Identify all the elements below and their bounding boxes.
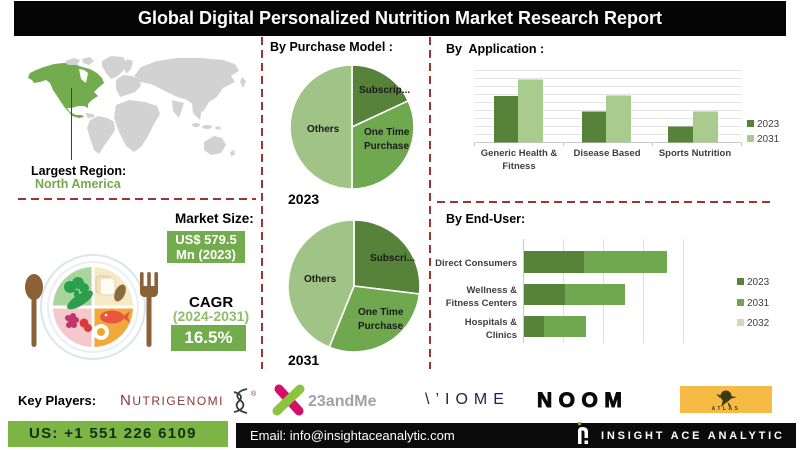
svg-text:Hospitals &: Hospitals & [465,317,517,328]
svg-text:One Time: One Time [358,307,404,318]
svg-text:2023: 2023 [747,277,770,288]
svg-text:Direct Consumers: Direct Consumers [435,258,517,269]
svg-text:Sports Nutrition: Sports Nutrition [659,148,731,159]
svg-text:Fitness Centers: Fitness Centers [446,298,517,309]
svg-text:Subscrip...: Subscrip... [359,85,410,96]
svg-text:Purchase: Purchase [358,321,403,332]
svg-text:Others: Others [307,124,340,135]
svg-text:Fitness: Fitness [502,161,535,172]
svg-text:Clinics: Clinics [486,330,517,341]
svg-text:ATLAS: ATLAS [712,406,741,411]
svg-text:Generic Health &: Generic Health & [481,148,558,159]
svg-text:®: ® [251,390,257,398]
svg-text:Subscri...: Subscri... [370,253,415,264]
svg-text:Purchase: Purchase [364,141,409,152]
svg-text:2023: 2023 [757,119,780,130]
svg-text:Disease Based: Disease Based [573,148,640,159]
svg-text:2032: 2032 [747,318,770,329]
svg-text:2031: 2031 [747,298,770,309]
svg-text:Others: Others [304,274,337,285]
svg-text:Wellness &: Wellness & [466,285,517,296]
svg-text:2031: 2031 [757,134,780,145]
svg-text:One Time: One Time [364,127,410,138]
